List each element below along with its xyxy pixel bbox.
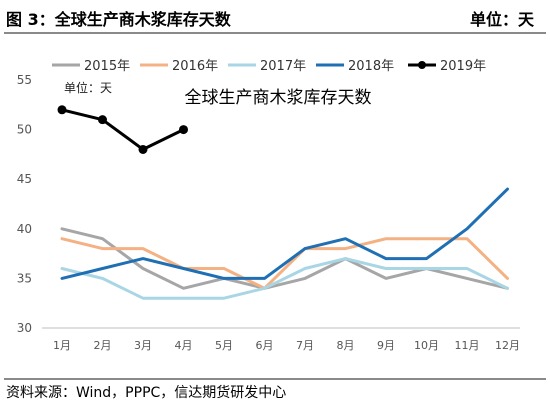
chart-unit-label: 单位：天 bbox=[64, 80, 112, 95]
x-tick-label: 10月 bbox=[414, 339, 439, 352]
legend-label: 2016年 bbox=[172, 59, 218, 74]
x-tick-label: 4月 bbox=[175, 339, 193, 352]
y-tick-label: 30 bbox=[17, 321, 32, 335]
top-rule bbox=[4, 32, 546, 34]
legend-label: 2015年 bbox=[84, 59, 130, 74]
y-tick-label: 35 bbox=[17, 271, 32, 285]
source-note: 资料来源：Wind，PPPC，信达期货研发中心 bbox=[6, 385, 287, 401]
data-point bbox=[57, 105, 67, 115]
legend-label: 2018年 bbox=[348, 59, 394, 74]
x-tick-label: 9月 bbox=[377, 339, 395, 352]
series-lines bbox=[57, 105, 509, 300]
figure-title: 图 3：全球生产商木浆库存天数 bbox=[6, 10, 231, 29]
x-tick-label: 2月 bbox=[94, 339, 112, 352]
chart-title: 全球生产商木浆库存天数 bbox=[185, 88, 372, 108]
legend-label: 2017年 bbox=[260, 59, 306, 74]
data-point bbox=[179, 125, 188, 135]
x-tick-label: 5月 bbox=[215, 339, 233, 352]
x-tick-label: 3月 bbox=[134, 339, 152, 352]
series-line bbox=[60, 108, 185, 151]
data-point bbox=[98, 115, 107, 125]
x-tick-label: 6月 bbox=[256, 339, 274, 352]
y-tick-label: 50 bbox=[17, 123, 32, 137]
legend: 2015年 2016年 2017年 2018年 2019年 bbox=[52, 59, 486, 74]
series-line bbox=[60, 227, 509, 290]
figure-header: 图 3：全球生产商木浆库存天数 单位：天 bbox=[0, 0, 550, 34]
series-line bbox=[60, 257, 509, 300]
figure-unit: 单位：天 bbox=[469, 10, 534, 29]
data-point bbox=[138, 144, 148, 154]
series-line bbox=[60, 187, 509, 280]
x-tick-label: 12月 bbox=[495, 339, 520, 352]
legend-label: 2019年 bbox=[440, 59, 486, 74]
y-tick-label: 40 bbox=[17, 222, 32, 236]
legend-marker bbox=[418, 61, 426, 69]
bottom-rule bbox=[4, 378, 546, 380]
axes: 30 35 40 45 50 55 1月 2月 3月 4月 5月 6月 7月 8月 9月 10月 11月 12月 bbox=[17, 73, 520, 352]
x-tick-label: 8月 bbox=[337, 339, 355, 352]
x-tick-label: 11月 bbox=[455, 339, 480, 352]
x-tick-label: 1月 bbox=[53, 339, 71, 352]
x-tick-label: 7月 bbox=[296, 339, 314, 352]
y-tick-label: 55 bbox=[17, 73, 32, 87]
y-tick-label: 45 bbox=[17, 172, 32, 186]
series-line bbox=[60, 237, 509, 290]
